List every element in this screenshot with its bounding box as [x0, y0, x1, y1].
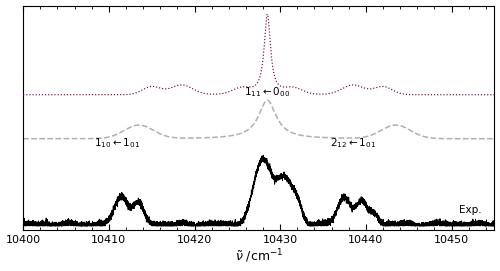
Text: Exp.: Exp. — [459, 205, 481, 215]
X-axis label: $\tilde{\nu}$ /cm$^{-1}$: $\tilde{\nu}$ /cm$^{-1}$ — [234, 248, 283, 265]
Text: $1_{10} \leftarrow 1_{01}$: $1_{10} \leftarrow 1_{01}$ — [94, 136, 140, 150]
Text: $2_{12} \leftarrow 1_{01}$: $2_{12} \leftarrow 1_{01}$ — [330, 136, 376, 150]
Text: $1_{11} \leftarrow 0_{00}$: $1_{11} \leftarrow 0_{00}$ — [244, 85, 290, 99]
